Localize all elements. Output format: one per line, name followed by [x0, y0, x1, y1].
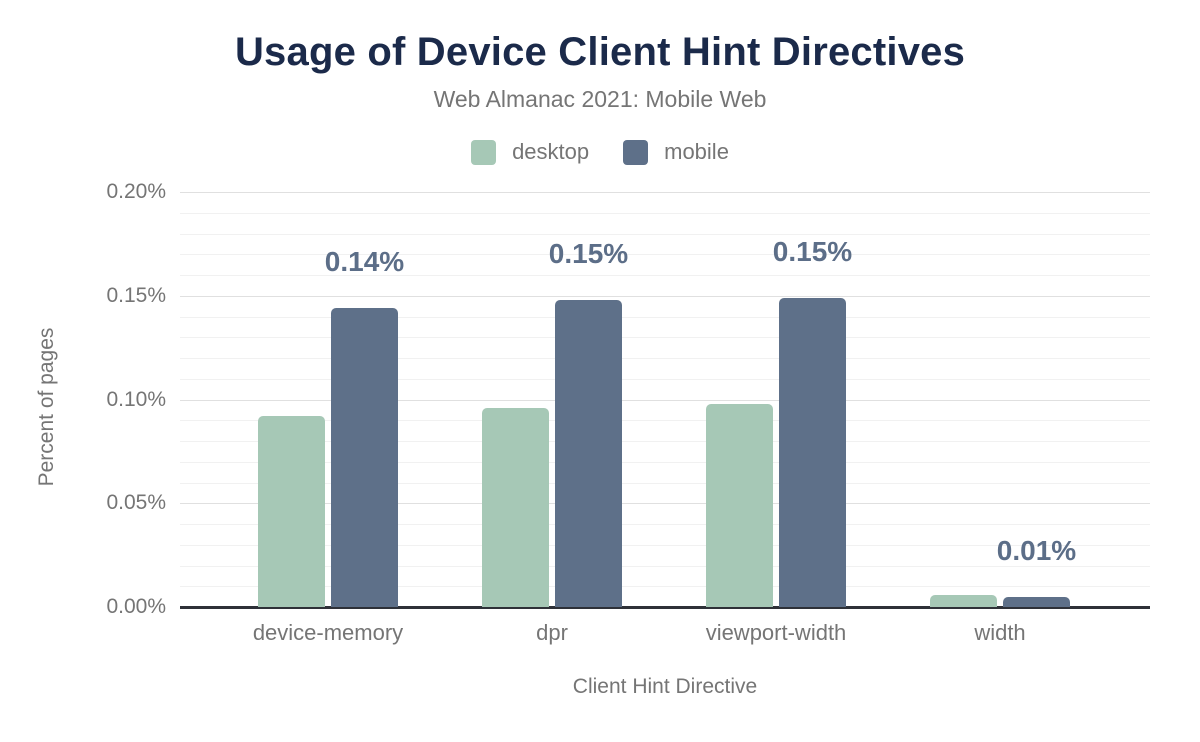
x-axis-line: [180, 606, 1150, 609]
x-axis-title: Client Hint Directive: [572, 675, 758, 698]
bar-mobile-viewport-width[interactable]: [779, 298, 846, 607]
legend-swatch-desktop-icon: [471, 139, 497, 165]
chart-subtitle: Web Almanac 2021: Mobile Web: [433, 86, 767, 112]
major-gridline: [180, 192, 1150, 193]
minor-gridline: [180, 441, 1150, 442]
minor-gridline: [180, 420, 1150, 422]
y-tick-label: 0.20%: [106, 180, 166, 203]
minor-gridline: [180, 524, 1150, 525]
minor-gridline: [180, 586, 1150, 588]
x-tick-label-viewport-width: viewport-width: [705, 620, 847, 645]
minor-gridline: [180, 565, 1150, 567]
bar-mobile-width[interactable]: [1003, 597, 1070, 607]
bar-desktop-viewport-width[interactable]: [706, 404, 773, 607]
legend: desktop mobile: [0, 139, 1200, 165]
value-label-width: 0.01%: [996, 534, 1077, 566]
bar-mobile-device-memory[interactable]: [331, 308, 398, 607]
chart-title: Usage of Device Client Hint Directives: [234, 30, 966, 74]
y-tick-label: 0.10%: [106, 387, 166, 411]
legend-item-mobile[interactable]: mobile: [623, 139, 729, 165]
minor-gridline: [180, 378, 1150, 380]
bar-desktop-device-memory[interactable]: [258, 416, 325, 607]
major-gridline: [180, 295, 1150, 297]
x-tick-label-dpr: dpr: [536, 620, 568, 645]
major-gridline: [180, 503, 1150, 505]
bar-desktop-width[interactable]: [930, 595, 997, 607]
y-tick-label: 0.15%: [106, 283, 166, 307]
minor-gridline: [180, 275, 1150, 276]
legend-label-desktop: desktop: [512, 139, 590, 164]
value-label-dpr: 0.15%: [548, 237, 629, 269]
value-label-device-memory: 0.14%: [324, 246, 405, 278]
legend-item-desktop[interactable]: desktop: [471, 139, 589, 165]
major-gridline: [180, 399, 1150, 401]
minor-gridline: [180, 482, 1150, 484]
minor-gridline: [180, 544, 1150, 546]
y-tick-label: 0.00%: [106, 595, 166, 618]
legend-swatch-mobile-icon: [623, 139, 649, 165]
minor-gridline: [180, 358, 1150, 359]
minor-gridline: [180, 337, 1150, 339]
minor-gridline: [180, 316, 1150, 318]
legend-label-mobile: mobile: [664, 139, 729, 164]
bar-mobile-dpr[interactable]: [555, 300, 622, 607]
minor-gridline: [180, 461, 1150, 463]
minor-gridline: [180, 212, 1150, 214]
x-tick-label-device-memory: device-memory: [252, 620, 404, 645]
plot-area: 0.14% 0.15% 0.15% 0.01%: [180, 192, 1150, 609]
minor-gridline: [180, 233, 1150, 235]
y-tick-label: 0.05%: [106, 491, 166, 515]
x-tick-label-width: width: [974, 620, 1026, 645]
value-label-viewport-width: 0.15%: [772, 235, 853, 267]
bar-desktop-dpr[interactable]: [482, 408, 549, 607]
minor-gridline: [180, 254, 1150, 256]
